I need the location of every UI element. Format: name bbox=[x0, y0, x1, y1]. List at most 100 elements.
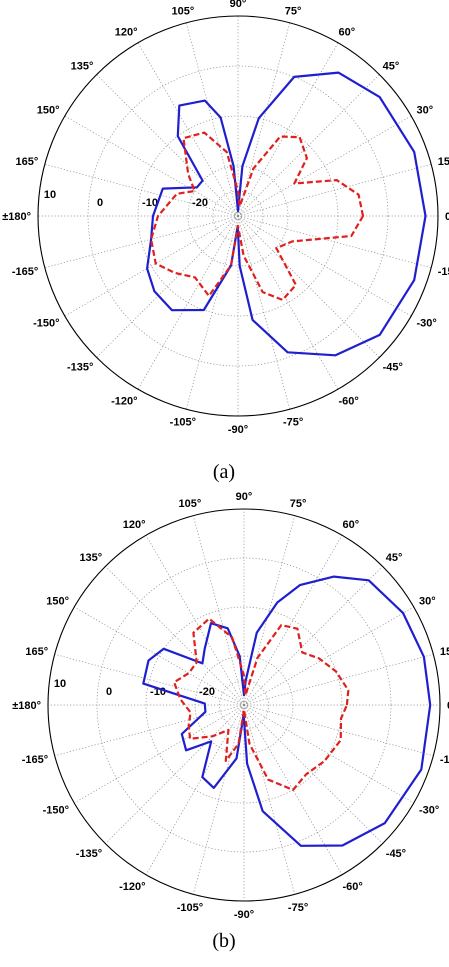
angle-tick-label: 45° bbox=[386, 552, 403, 564]
angle-tick-label: -135° bbox=[67, 362, 93, 374]
grid-spoke bbox=[237, 22, 291, 217]
grid-spoke bbox=[74, 704, 245, 804]
grid-spoke bbox=[44, 215, 239, 269]
series-dashed-red bbox=[173, 617, 350, 791]
grid-spoke bbox=[243, 606, 414, 706]
angle-tick-label: -45° bbox=[383, 362, 403, 374]
radial-tick-label: 0 bbox=[106, 686, 112, 698]
grid-spoke bbox=[105, 566, 245, 706]
grid-spoke bbox=[243, 704, 414, 804]
grid-spoke bbox=[243, 704, 296, 895]
grid-spoke bbox=[54, 653, 245, 706]
grid-circle bbox=[96, 557, 392, 853]
polar-chart-b: 0° 15° 30° 45° 60° 75° 90° 105° 120° 135° 150° 165°… bbox=[12, 491, 449, 921]
radial-tick-label: 10 bbox=[54, 678, 66, 690]
grid-circle bbox=[219, 680, 269, 730]
angle-tick-label: 0° bbox=[447, 700, 449, 712]
angle-tick-label: 30° bbox=[416, 105, 433, 117]
grid-spoke bbox=[237, 163, 432, 217]
angle-tick-label: 75° bbox=[285, 5, 302, 17]
angle-tick-label: -165° bbox=[12, 266, 38, 278]
angle-tick-label: -120° bbox=[111, 395, 137, 407]
angle-tick-label: -105° bbox=[170, 417, 196, 429]
radial-tick-label: 10 bbox=[44, 189, 56, 201]
angle-tick-label: -30° bbox=[419, 805, 439, 817]
angle-tick-label: -90° bbox=[234, 909, 254, 921]
grid-spoke bbox=[137, 42, 239, 217]
angle-tick-label: -135° bbox=[76, 848, 102, 860]
grid-circle bbox=[234, 212, 242, 220]
angle-tick-label: 105° bbox=[171, 5, 194, 17]
caption-a: (a) bbox=[213, 461, 235, 483]
grid-spoke bbox=[105, 704, 245, 844]
angle-tick-label: -30° bbox=[416, 318, 436, 330]
grid-spoke bbox=[96, 74, 239, 217]
angle-tick-label: 135° bbox=[79, 552, 102, 564]
grid-spoke bbox=[145, 535, 245, 706]
grid-spoke bbox=[243, 653, 434, 706]
angle-tick-label: 165° bbox=[25, 646, 48, 658]
angle-tick-label: 90° bbox=[236, 491, 253, 503]
angle-tick-label: 15° bbox=[438, 156, 449, 168]
angle-tick-label: 60° bbox=[343, 519, 360, 531]
grid-spoke bbox=[237, 42, 339, 217]
angle-tick-label: -60° bbox=[339, 395, 359, 407]
grid-spoke bbox=[185, 215, 239, 410]
grid-spoke bbox=[44, 163, 239, 217]
grid-spoke bbox=[237, 74, 380, 217]
angle-tick-label: 0° bbox=[445, 211, 449, 223]
grid-spoke bbox=[243, 704, 434, 757]
angle-tick-label: -90° bbox=[228, 424, 248, 436]
angle-tick-label: 45° bbox=[383, 60, 400, 72]
angle-tick-label: -75° bbox=[283, 417, 303, 429]
series-dashed-red bbox=[150, 131, 365, 301]
series-solid-blue bbox=[146, 71, 427, 357]
grid-circle bbox=[240, 701, 248, 709]
radial-tick-label: -20 bbox=[199, 686, 215, 698]
grid-spoke bbox=[237, 215, 432, 269]
caption-b: (b) bbox=[212, 930, 235, 952]
grid-spoke bbox=[96, 215, 239, 358]
outer-circle bbox=[47, 508, 441, 902]
angle-tick-label: 120° bbox=[115, 27, 138, 39]
angle-tick-label: 150° bbox=[37, 105, 60, 117]
grid-spoke bbox=[192, 515, 245, 706]
angle-tick-label: -105° bbox=[177, 902, 203, 914]
angle-tick-label: 60° bbox=[339, 27, 356, 39]
angle-tick-label: -150° bbox=[33, 318, 59, 330]
grid-spoke bbox=[243, 535, 343, 706]
polar-chart-a: 0° 15° 30° 45° 60° 75° 90° 105° 120° 135° 150° 165°… bbox=[2, 0, 449, 436]
angle-tick-label: -120° bbox=[119, 881, 145, 893]
angle-tick-label: 15° bbox=[440, 646, 449, 658]
angle-tick-label: 135° bbox=[71, 60, 94, 72]
radial-tick-label: -10 bbox=[142, 197, 158, 209]
angle-tick-label: -75° bbox=[288, 902, 308, 914]
angle-tick-label: -15° bbox=[440, 754, 449, 766]
angle-tick-label: ±180° bbox=[2, 211, 31, 223]
angle-tick-label: 90° bbox=[230, 0, 247, 10]
grid-spoke bbox=[64, 115, 239, 217]
grid-circle bbox=[187, 165, 289, 267]
outer-circle bbox=[37, 15, 439, 417]
grid-circle bbox=[87, 65, 389, 367]
grid-spoke bbox=[54, 704, 245, 757]
angle-tick-label: -60° bbox=[343, 881, 363, 893]
angle-tick-label: ±180° bbox=[12, 700, 41, 712]
angle-tick-label: -150° bbox=[43, 805, 69, 817]
angle-tick-label: 30° bbox=[419, 596, 436, 608]
radial-tick-label: 0 bbox=[97, 197, 103, 209]
grid-spoke bbox=[185, 22, 239, 217]
grid-spoke bbox=[192, 704, 245, 895]
grid-spoke bbox=[237, 215, 291, 410]
grid-spoke bbox=[243, 704, 383, 844]
series-solid-blue bbox=[142, 575, 432, 847]
angle-tick-label: -15° bbox=[438, 266, 449, 278]
grid-spoke bbox=[74, 606, 245, 706]
angle-tick-label: -45° bbox=[386, 848, 406, 860]
angle-tick-label: -165° bbox=[22, 754, 48, 766]
angle-tick-label: 75° bbox=[290, 498, 307, 510]
grid-circle bbox=[145, 606, 343, 804]
grid-spoke bbox=[64, 215, 239, 317]
grid-spoke bbox=[137, 215, 239, 390]
